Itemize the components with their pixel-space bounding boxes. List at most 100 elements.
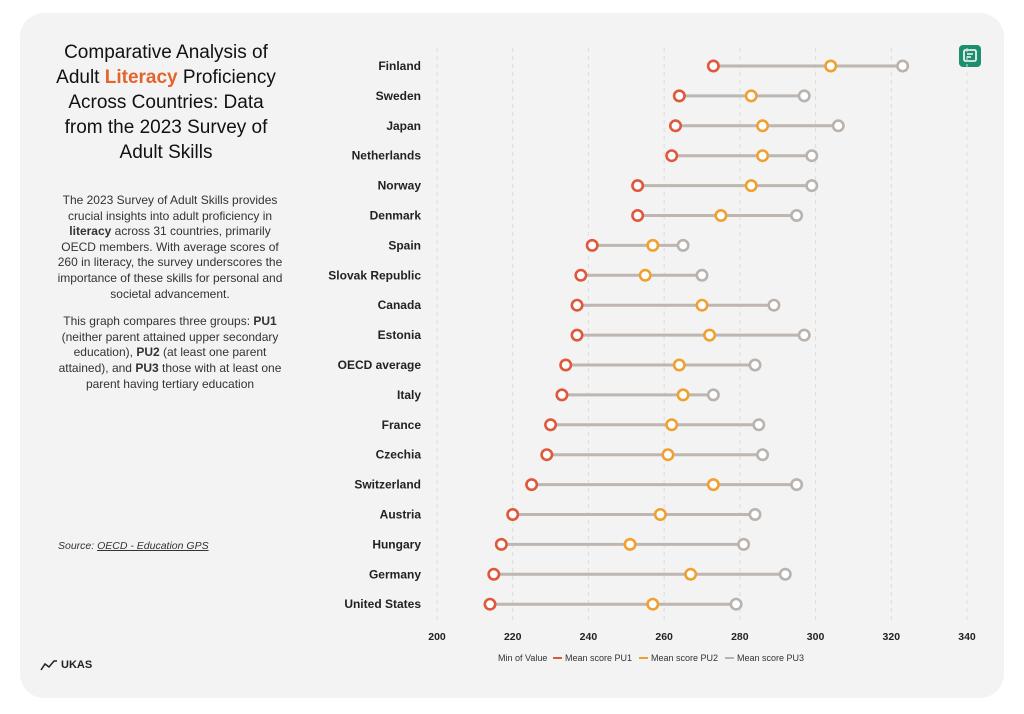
point-pu2: [661, 448, 675, 462]
point-pu1: [585, 238, 599, 252]
x-tick-label: 340: [958, 631, 976, 643]
point-pu3: [767, 298, 781, 312]
point-pu2: [653, 507, 667, 521]
point-pu1: [574, 268, 588, 282]
category-label: Spain: [388, 238, 421, 252]
legend-title: Min of Value: [498, 653, 547, 663]
point-pu1: [631, 179, 645, 193]
point-pu1: [672, 89, 686, 103]
legend-item: Mean score PU3: [737, 653, 804, 663]
point-pu1: [559, 358, 573, 372]
point-pu3: [778, 567, 792, 581]
point-pu2: [824, 59, 838, 73]
point-pu3: [748, 358, 762, 372]
description-paragraph-2: This graph compares three groups: PU1 (n…: [58, 314, 282, 391]
category-label: France: [382, 418, 422, 432]
point-pu3: [706, 388, 720, 402]
source-link[interactable]: OECD - Education GPS: [97, 540, 209, 552]
page-title: Comparative Analysis of Adult Literacy P…: [56, 42, 276, 163]
point-pu1: [555, 388, 569, 402]
point-pu3: [729, 597, 743, 611]
description-paragraph-1: The 2023 Survey of Adult Skills provides…: [57, 193, 283, 301]
point-pu2: [676, 388, 690, 402]
category-label: OECD average: [338, 358, 422, 372]
point-pu3: [805, 179, 819, 193]
point-pu3: [896, 59, 910, 73]
trend-line-icon: [40, 660, 57, 671]
point-pu2: [684, 567, 698, 581]
category-label: Czechia: [376, 448, 422, 462]
category-label: Netherlands: [352, 149, 422, 163]
x-tick-label: 300: [807, 631, 825, 643]
point-pu3: [748, 507, 762, 521]
point-pu1: [525, 478, 539, 492]
category-label: United States: [344, 597, 421, 611]
point-pu2: [756, 149, 770, 163]
legend-item: Mean score PU2: [651, 653, 718, 663]
point-pu2: [646, 597, 660, 611]
point-pu1: [631, 209, 645, 223]
category-label: Norway: [378, 179, 422, 193]
point-pu2: [744, 89, 758, 103]
note-icon: [963, 49, 977, 62]
category-label: Canada: [378, 298, 422, 312]
category-label: Switzerland: [354, 478, 421, 492]
point-pu2: [744, 179, 758, 193]
point-pu1: [506, 507, 520, 521]
x-tick-label: 200: [428, 631, 446, 643]
point-pu3: [695, 268, 709, 282]
logo: UKAS: [40, 659, 92, 671]
title-highlight: Literacy: [104, 67, 178, 88]
point-pu2: [623, 537, 637, 551]
legend-item: Mean score PU1: [565, 653, 632, 663]
point-pu3: [797, 89, 811, 103]
point-pu2: [646, 238, 660, 252]
note-button[interactable]: [959, 45, 981, 67]
point-pu3: [790, 209, 804, 223]
point-pu2: [695, 298, 709, 312]
point-pu3: [737, 537, 751, 551]
point-pu3: [831, 119, 845, 133]
point-pu2: [706, 478, 720, 492]
point-pu2: [665, 418, 679, 432]
category-label: Germany: [369, 567, 421, 581]
point-pu1: [665, 149, 679, 163]
point-pu1: [544, 418, 558, 432]
point-pu3: [805, 149, 819, 163]
x-tick-label: 240: [580, 631, 598, 643]
x-tick-label: 280: [731, 631, 749, 643]
point-pu2: [756, 119, 770, 133]
category-label: Estonia: [378, 328, 422, 342]
point-pu1: [483, 597, 497, 611]
point-pu3: [797, 328, 811, 342]
category-label: Japan: [386, 119, 421, 133]
description: The 2023 Survey of Adult Skills provides…: [52, 193, 288, 404]
point-pu3: [676, 238, 690, 252]
category-label: Slovak Republic: [328, 268, 421, 282]
point-pu1: [706, 59, 720, 73]
point-pu2: [714, 209, 728, 223]
point-pu1: [494, 537, 508, 551]
category-label: Denmark: [370, 209, 422, 223]
x-tick-label: 220: [504, 631, 522, 643]
point-pu1: [570, 328, 584, 342]
category-label: Austria: [380, 508, 422, 522]
point-pu2: [638, 268, 652, 282]
point-pu1: [668, 119, 682, 133]
point-pu1: [487, 567, 501, 581]
point-pu2: [703, 328, 717, 342]
category-label: Hungary: [372, 537, 421, 551]
point-pu1: [570, 298, 584, 312]
category-label: Sweden: [376, 89, 421, 103]
x-tick-label: 260: [655, 631, 673, 643]
x-tick-label: 320: [883, 631, 901, 643]
category-label: Finland: [378, 59, 421, 73]
point-pu2: [672, 358, 686, 372]
point-pu3: [752, 418, 766, 432]
point-pu3: [790, 478, 804, 492]
point-pu1: [540, 448, 554, 462]
point-pu3: [756, 448, 770, 462]
category-label: Italy: [397, 388, 421, 402]
source-note: Source: OECD - Education GPS: [58, 540, 209, 552]
